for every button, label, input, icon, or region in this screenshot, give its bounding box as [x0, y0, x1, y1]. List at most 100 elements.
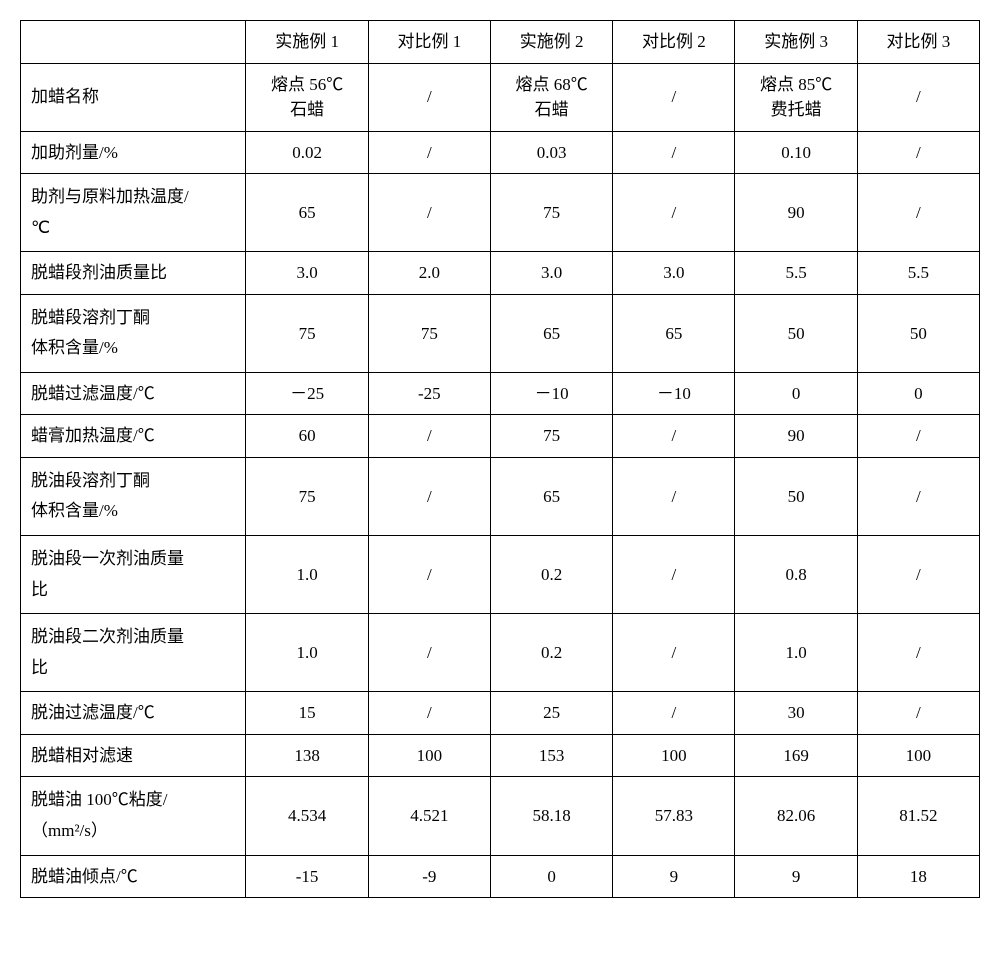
- table-row: 脱油段溶剂丁酮体积含量/%75/65/50/: [21, 457, 980, 535]
- data-cell: 65: [246, 174, 368, 252]
- data-cell: /: [857, 692, 979, 735]
- data-cell: /: [368, 63, 490, 131]
- row-label: 脱油段一次剂油质量比: [21, 536, 246, 614]
- row-label: 助剂与原料加热温度/℃: [21, 174, 246, 252]
- data-cell: /: [857, 536, 979, 614]
- row-label: 蜡膏加热温度/℃: [21, 415, 246, 458]
- data-cell: 熔点 68℃石蜡: [490, 63, 612, 131]
- row-label: 脱蜡油 100℃粘度/（mm²/s）: [21, 777, 246, 855]
- data-cell: /: [613, 536, 735, 614]
- table-row: 脱蜡段溶剂丁酮体积含量/%757565655050: [21, 294, 980, 372]
- row-label: 脱蜡相对滤速: [21, 734, 246, 777]
- data-cell: 3.0: [490, 252, 612, 295]
- data-cell: 5.5: [735, 252, 857, 295]
- table-row: 加蜡名称熔点 56℃石蜡/熔点 68℃石蜡/熔点 85℃费托蜡/: [21, 63, 980, 131]
- data-cell: 4.534: [246, 777, 368, 855]
- data-cell: /: [613, 131, 735, 174]
- data-cell: 2.0: [368, 252, 490, 295]
- data-cell: 1.0: [735, 614, 857, 692]
- table-row: 脱蜡段剂油质量比3.02.03.03.05.55.5: [21, 252, 980, 295]
- data-cell: 5.5: [857, 252, 979, 295]
- data-cell: 1.0: [246, 614, 368, 692]
- header-cell: 对比例 2: [613, 21, 735, 64]
- data-cell: 75: [490, 174, 612, 252]
- data-cell: 4.521: [368, 777, 490, 855]
- row-label: 脱蜡段溶剂丁酮体积含量/%: [21, 294, 246, 372]
- data-cell: 75: [246, 294, 368, 372]
- table-row: 脱油段一次剂油质量比1.0/0.2/0.8/: [21, 536, 980, 614]
- table-row: 脱油过滤温度/℃15/25/30/: [21, 692, 980, 735]
- data-cell: 57.83: [613, 777, 735, 855]
- row-label: 加蜡名称: [21, 63, 246, 131]
- table-row: 助剂与原料加热温度/℃65/75/90/: [21, 174, 980, 252]
- data-cell: 熔点 85℃费托蜡: [735, 63, 857, 131]
- data-cell: 50: [735, 457, 857, 535]
- data-cell: 50: [735, 294, 857, 372]
- data-cell: 0.03: [490, 131, 612, 174]
- data-cell: 138: [246, 734, 368, 777]
- data-cell: －10: [613, 372, 735, 415]
- data-cell: 82.06: [735, 777, 857, 855]
- data-cell: 100: [613, 734, 735, 777]
- header-cell: 实施例 1: [246, 21, 368, 64]
- data-cell: -25: [368, 372, 490, 415]
- data-cell: 75: [368, 294, 490, 372]
- data-cell: 0.02: [246, 131, 368, 174]
- data-cell: 0.2: [490, 536, 612, 614]
- header-cell: 实施例 2: [490, 21, 612, 64]
- data-cell: 65: [490, 294, 612, 372]
- header-cell: [21, 21, 246, 64]
- data-cell: 58.18: [490, 777, 612, 855]
- data-cell: 169: [735, 734, 857, 777]
- row-label: 脱油过滤温度/℃: [21, 692, 246, 735]
- data-cell: /: [857, 457, 979, 535]
- data-cell: -9: [368, 855, 490, 898]
- row-label: 加助剂量/%: [21, 131, 246, 174]
- data-cell: 81.52: [857, 777, 979, 855]
- data-cell: 15: [246, 692, 368, 735]
- data-cell: －10: [490, 372, 612, 415]
- data-cell: /: [857, 174, 979, 252]
- table-row: 脱蜡过滤温度/℃－25-25－10－1000: [21, 372, 980, 415]
- data-cell: 0: [735, 372, 857, 415]
- data-cell: 0.2: [490, 614, 612, 692]
- row-label: 脱油段溶剂丁酮体积含量/%: [21, 457, 246, 535]
- data-cell: /: [613, 415, 735, 458]
- data-cell: /: [857, 131, 979, 174]
- data-cell: /: [857, 415, 979, 458]
- data-cell: /: [368, 131, 490, 174]
- data-table: 实施例 1 对比例 1 实施例 2 对比例 2 实施例 3 对比例 3 加蜡名称…: [20, 20, 980, 898]
- row-label: 脱蜡段剂油质量比: [21, 252, 246, 295]
- data-cell: /: [613, 63, 735, 131]
- data-cell: 100: [368, 734, 490, 777]
- data-cell: 65: [490, 457, 612, 535]
- data-cell: 90: [735, 174, 857, 252]
- table-row: 脱油段二次剂油质量比1.0/0.2/1.0/: [21, 614, 980, 692]
- table-header-row: 实施例 1 对比例 1 实施例 2 对比例 2 实施例 3 对比例 3: [21, 21, 980, 64]
- data-cell: 0.10: [735, 131, 857, 174]
- data-cell: 9: [613, 855, 735, 898]
- data-cell: /: [857, 614, 979, 692]
- data-cell: 90: [735, 415, 857, 458]
- data-cell: 3.0: [613, 252, 735, 295]
- data-cell: 75: [246, 457, 368, 535]
- data-cell: 30: [735, 692, 857, 735]
- row-label: 脱蜡过滤温度/℃: [21, 372, 246, 415]
- data-cell: 50: [857, 294, 979, 372]
- data-cell: 60: [246, 415, 368, 458]
- data-cell: /: [368, 614, 490, 692]
- data-cell: -15: [246, 855, 368, 898]
- data-cell: 100: [857, 734, 979, 777]
- data-cell: /: [613, 692, 735, 735]
- data-cell: 9: [735, 855, 857, 898]
- data-cell: 0: [857, 372, 979, 415]
- data-cell: /: [857, 63, 979, 131]
- data-cell: /: [368, 536, 490, 614]
- row-label: 脱蜡油倾点/℃: [21, 855, 246, 898]
- data-cell: 0.8: [735, 536, 857, 614]
- data-cell: /: [613, 174, 735, 252]
- data-cell: 18: [857, 855, 979, 898]
- row-label: 脱油段二次剂油质量比: [21, 614, 246, 692]
- header-cell: 对比例 3: [857, 21, 979, 64]
- table-row: 加助剂量/%0.02/0.03/0.10/: [21, 131, 980, 174]
